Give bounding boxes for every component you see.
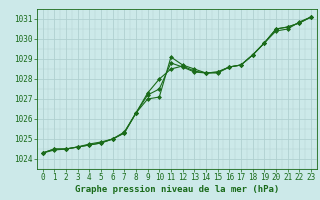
X-axis label: Graphe pression niveau de la mer (hPa): Graphe pression niveau de la mer (hPa) xyxy=(75,185,279,194)
